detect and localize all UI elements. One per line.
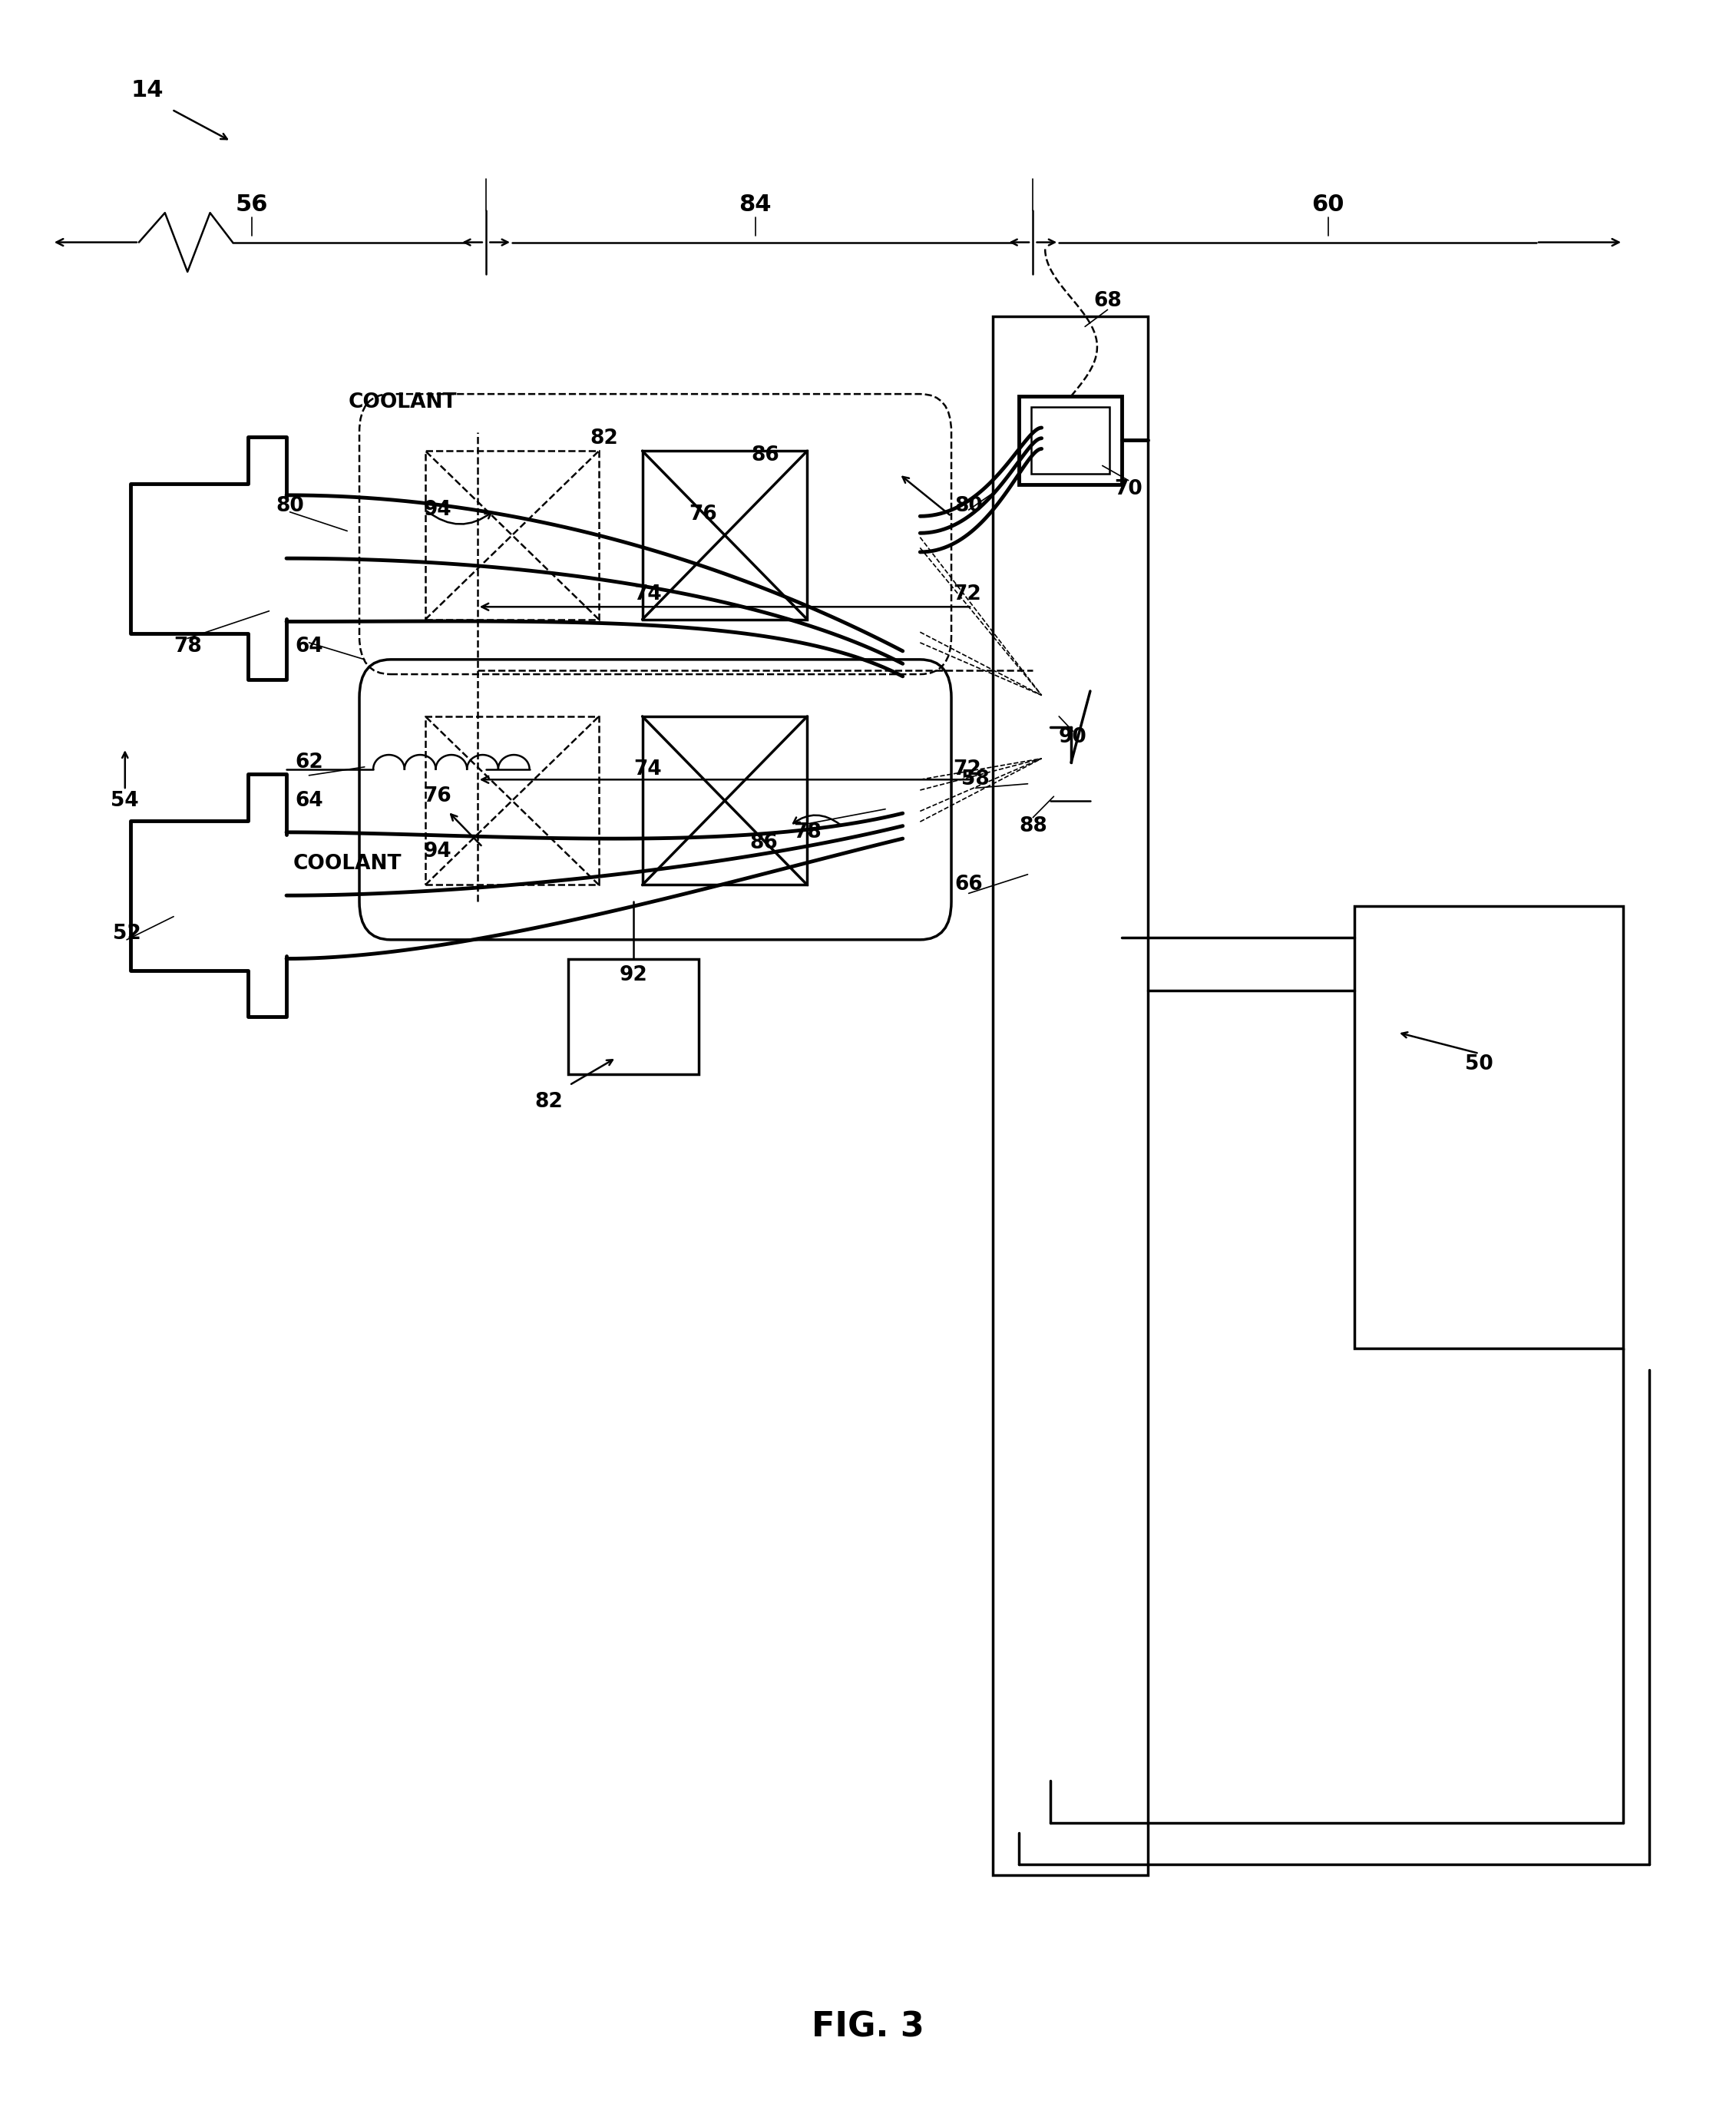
- Text: 76: 76: [424, 786, 451, 807]
- Text: 62: 62: [295, 752, 323, 773]
- Text: COOLANT: COOLANT: [349, 392, 457, 413]
- Text: 80: 80: [276, 495, 304, 516]
- Text: FIG. 3: FIG. 3: [812, 2010, 924, 2044]
- Bar: [425, 451, 599, 619]
- Text: 90: 90: [1059, 727, 1087, 748]
- Text: 82: 82: [590, 428, 618, 449]
- Bar: [425, 716, 599, 885]
- Bar: [642, 716, 807, 885]
- Text: 76: 76: [689, 504, 717, 525]
- Text: 74: 74: [634, 584, 661, 605]
- Bar: [1019, 358, 1121, 1833]
- Text: 86: 86: [752, 445, 779, 466]
- Text: 78: 78: [793, 822, 821, 843]
- Text: 66: 66: [955, 874, 983, 895]
- Text: 60: 60: [1312, 194, 1344, 215]
- Bar: [1019, 396, 1121, 485]
- Bar: [1354, 906, 1623, 1348]
- Text: 14: 14: [132, 80, 163, 101]
- Text: 78: 78: [174, 636, 201, 657]
- Bar: [993, 316, 1147, 1875]
- Bar: [568, 959, 698, 1075]
- Text: 94: 94: [424, 841, 451, 862]
- Text: 72: 72: [953, 584, 981, 605]
- Text: 50: 50: [1465, 1054, 1493, 1075]
- Text: 86: 86: [750, 832, 778, 853]
- Text: 88: 88: [1019, 815, 1047, 836]
- Bar: [642, 451, 807, 619]
- Text: 92: 92: [620, 965, 648, 986]
- Text: 68: 68: [1094, 291, 1121, 312]
- Text: 84: 84: [740, 194, 771, 215]
- Text: 72: 72: [953, 759, 981, 780]
- Text: 82: 82: [535, 1091, 562, 1112]
- Bar: [1050, 411, 1090, 1780]
- Text: 56: 56: [236, 194, 267, 215]
- Text: 64: 64: [295, 636, 323, 657]
- Text: 54: 54: [111, 790, 139, 811]
- Text: 52: 52: [113, 923, 141, 944]
- Text: 74: 74: [634, 759, 661, 780]
- Text: 58: 58: [962, 769, 990, 790]
- Text: 64: 64: [295, 790, 323, 811]
- Text: 80: 80: [955, 495, 983, 516]
- Text: 94: 94: [424, 499, 451, 520]
- Bar: [1031, 407, 1109, 474]
- Text: 70: 70: [1115, 478, 1142, 499]
- Text: COOLANT: COOLANT: [293, 853, 401, 874]
